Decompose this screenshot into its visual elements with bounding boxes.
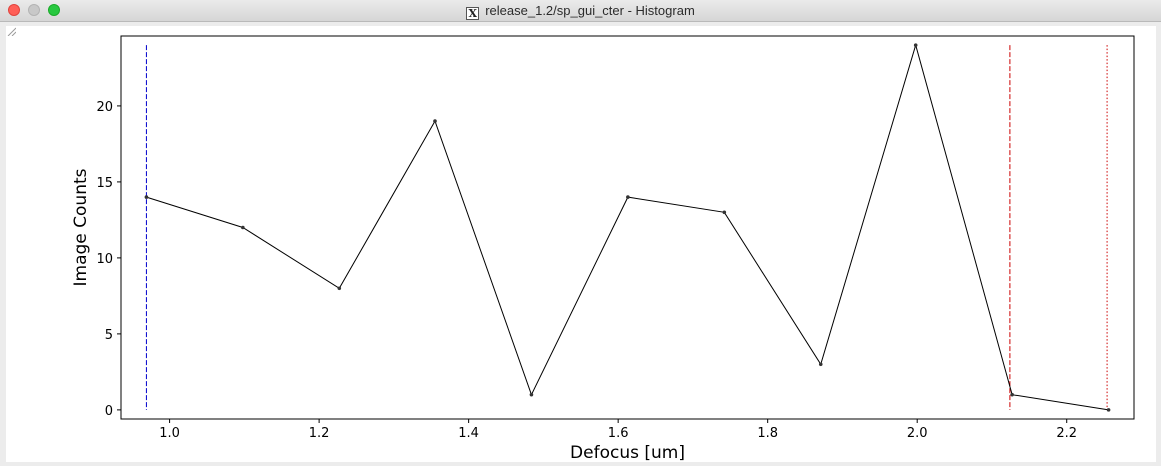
y-tick-label: 15 [96,176,113,191]
maximize-window-button[interactable] [48,4,60,16]
y-axis-label: Image Counts [71,168,91,286]
data-point [529,392,534,397]
x-tick-label: 1.2 [309,426,330,441]
histogram-chart: 1.0 1.2 1.4 1.6 1.8 2.0 2.2 0 5 10 15 20 Defocus [um… [71,35,1135,462]
y-tick-label: 10 [96,252,113,267]
x11-icon: X [466,7,480,20]
x-tick-label: 2.0 [907,426,928,441]
series-line [146,43,1109,411]
close-window-button[interactable] [8,4,20,16]
minimize-window-button[interactable] [28,4,40,16]
window-title: release_1.2/sp_gui_cter - Histogram [485,3,695,18]
data-point [337,286,342,291]
data-point [1010,392,1014,397]
x-tick-label: 1.8 [757,426,778,441]
figure-canvas: 1.0 1.2 1.4 1.6 1.8 2.0 2.2 0 5 10 15 20 Defocus [um… [6,26,1156,462]
data-point [144,195,149,199]
data-point [626,195,630,199]
data-point [913,43,918,47]
x-tick-label: 1.0 [159,426,180,441]
resize-grip-icon[interactable] [6,26,16,36]
plot-frame [120,35,1135,420]
y-tick-label: 20 [96,100,113,115]
data-point [722,210,727,215]
x-axis-label: Defocus [um] [570,443,685,462]
data-point [818,362,823,367]
data-point [1106,408,1111,412]
data-point [241,225,245,230]
y-tick-label: 0 [105,404,113,419]
x-tick-label: 2.2 [1056,426,1077,441]
x-tick-label: 1.6 [608,426,629,441]
data-point [433,119,437,123]
x-tick-label: 1.4 [458,426,479,441]
y-tick-label: 5 [105,328,113,343]
